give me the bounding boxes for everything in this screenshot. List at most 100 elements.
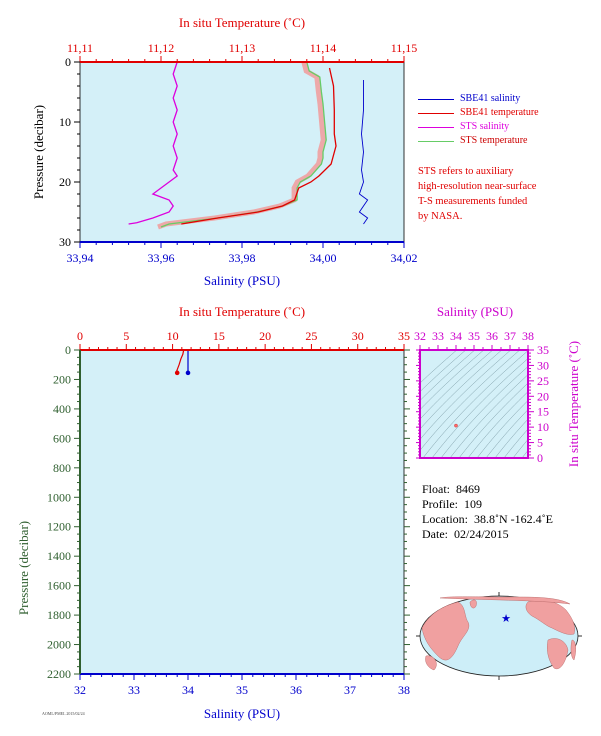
ts-density-contour bbox=[458, 382, 528, 458]
bottom-temperature-tick-label: 30 bbox=[352, 329, 364, 343]
ts-density-contour bbox=[503, 428, 528, 458]
bottom-temperature-tick-label: 20 bbox=[259, 329, 271, 343]
top-salinity-tick-label: 34,02 bbox=[391, 251, 418, 265]
bottom-pressure-tick-label: 1600 bbox=[47, 579, 71, 593]
bottom-salinity-tick-label: 38 bbox=[398, 683, 410, 697]
world-map: ★ bbox=[416, 592, 582, 680]
float-label: Float: bbox=[422, 482, 451, 496]
ts-density-contour bbox=[420, 350, 485, 411]
ts-temperature-tick-label: 30 bbox=[537, 358, 549, 372]
ts-density-contour bbox=[449, 374, 528, 458]
top-salinity-tick-label: 33,96 bbox=[148, 251, 175, 265]
top-temperature-tick-label: 11,14 bbox=[310, 41, 337, 55]
profile-value: 109 bbox=[464, 497, 482, 511]
bottom-temperature-tick-label: 0 bbox=[77, 329, 83, 343]
ts-salinity-tick-label: 37 bbox=[504, 329, 516, 343]
legend-label: STS temperature bbox=[460, 135, 528, 146]
top-temperature-tick-label: 11,13 bbox=[229, 41, 256, 55]
bottom-temperature-tick-label: 15 bbox=[213, 329, 225, 343]
bottom-salinity-tick-label: 37 bbox=[344, 683, 356, 697]
bottom-temperature-tick-label: 35 bbox=[398, 329, 410, 343]
ts-salinity-tick-label: 33 bbox=[432, 329, 444, 343]
top-temperature-tick-label: 11,15 bbox=[391, 41, 418, 55]
ts-density-contour bbox=[582, 332, 601, 462]
top-salinity-tick-label: 33,94 bbox=[67, 251, 94, 265]
float-row: Float: 8469 bbox=[422, 482, 553, 497]
top-temperature-tick-label: 11,12 bbox=[148, 41, 175, 55]
ts-temperature-axis-title: In situ Temperature (˚C) bbox=[566, 341, 581, 467]
location-value: 38.8˚N -162.4˚E bbox=[473, 512, 553, 526]
bottom-pressure-tick-label: 1200 bbox=[47, 520, 71, 534]
legend-swatch bbox=[418, 141, 454, 142]
top-temperature-axis-title: In situ Temperature (˚C) bbox=[179, 15, 305, 30]
bottom-temperature-tick-label: 25 bbox=[305, 329, 317, 343]
ts-salinity-tick-label: 35 bbox=[468, 329, 480, 343]
bottom-salinity-end-marker bbox=[185, 370, 191, 376]
top-series-sbe41-temperature bbox=[181, 67, 337, 225]
top-pressure-tick-label: 20 bbox=[59, 175, 71, 189]
ts-temperature-tick-label: 0 bbox=[537, 451, 543, 465]
ts-density-contour bbox=[422, 350, 528, 458]
bottom-temperature-axis-title: In situ Temperature (˚C) bbox=[179, 304, 305, 319]
bottom-pressure-tick-label: 800 bbox=[53, 461, 71, 475]
ts-plot-area bbox=[420, 350, 528, 458]
bottom-salinity-tick-label: 34 bbox=[182, 683, 194, 697]
top-series-group bbox=[128, 61, 369, 230]
profile-label: Profile: bbox=[422, 497, 458, 511]
sts-note: STS refers to auxiliary high-resolution … bbox=[418, 164, 588, 224]
ts-density-contour bbox=[485, 409, 528, 458]
bottom-temperature-tick-label: 5 bbox=[123, 329, 129, 343]
bottom-salinity-axis-title: Salinity (PSU) bbox=[204, 706, 280, 721]
top-series-sbe41-salinity bbox=[358, 80, 369, 225]
ts-temperature-tick-label: 15 bbox=[537, 405, 549, 419]
bottom-ticks-group: 0 5 10 15 20 25 30 35 32 33 34 35 36 37 38 0 200 400 600 80… bbox=[47, 329, 410, 697]
bottom-temperature-end-marker bbox=[174, 370, 180, 376]
sts-note-line: high-resolution near-surface bbox=[418, 181, 537, 192]
ts-temperature-tick-label: 20 bbox=[537, 389, 549, 403]
ts-density-contour bbox=[420, 350, 521, 451]
ts-density-contour bbox=[420, 350, 503, 430]
ts-temperature-tick-label: 25 bbox=[537, 374, 549, 388]
bottom-salinity-tick-label: 32 bbox=[74, 683, 86, 697]
top-pressure-axis-title: Pressure (decibar) bbox=[31, 105, 46, 199]
top-salinity-tick-label: 34,00 bbox=[310, 251, 337, 265]
ts-density-contour bbox=[440, 366, 528, 458]
date-row: Date: 02/24/2015 bbox=[422, 527, 553, 542]
ts-density-contour bbox=[467, 391, 528, 458]
sts-note-line: by NASA. bbox=[418, 211, 463, 222]
bottom-salinity-tick-label: 36 bbox=[290, 683, 302, 697]
ts-temperature-tick-label: 35 bbox=[537, 343, 549, 357]
bottom-salinity-tick-label: 33 bbox=[128, 683, 140, 697]
bottom-pressure-tick-label: 2200 bbox=[47, 667, 71, 681]
ts-salinity-tick-label: 36 bbox=[486, 329, 498, 343]
ts-temperature-tick-label: 10 bbox=[537, 420, 549, 434]
top-pressure-tick-label: 10 bbox=[59, 115, 71, 129]
legend-swatch bbox=[418, 127, 454, 128]
ts-salinity-tick-label: 32 bbox=[414, 329, 426, 343]
sts-note-line: STS refers to auxiliary bbox=[418, 166, 514, 177]
ts-density-contour bbox=[431, 358, 528, 458]
float-value: 8469 bbox=[456, 482, 481, 496]
ts-series-group bbox=[454, 423, 458, 428]
top-ticks-group: 11,11 11,12 11,13 11,14 11,15 33,94 33,96 33,98… bbox=[59, 41, 418, 265]
ts-salinity-axis-title: Salinity (PSU) bbox=[437, 304, 513, 319]
top-pressure-tick-label: 30 bbox=[59, 235, 71, 249]
top-series-sts-salinity bbox=[128, 61, 179, 225]
float-info: Float: 8469 Profile: 109 Location: 38.8˚… bbox=[422, 482, 553, 542]
ts-density-contour bbox=[420, 350, 512, 440]
bottom-pressure-tick-label: 200 bbox=[53, 372, 71, 386]
legend-label: SBE41 temperature bbox=[460, 107, 539, 118]
bottom-pressure-axis-title: Pressure (decibar) bbox=[16, 521, 31, 615]
map-land bbox=[421, 596, 576, 671]
location-label: Location: bbox=[422, 512, 468, 526]
ts-temperature-tick-label: 5 bbox=[537, 436, 543, 450]
ts-density-contours bbox=[420, 332, 601, 462]
legend-swatch bbox=[418, 99, 454, 100]
legend-label: SBE41 salinity bbox=[460, 93, 521, 104]
ts-point bbox=[454, 423, 458, 428]
bottom-pressure-tick-label: 600 bbox=[53, 431, 71, 445]
sts-note-line: T-S measurements funded bbox=[418, 196, 528, 207]
